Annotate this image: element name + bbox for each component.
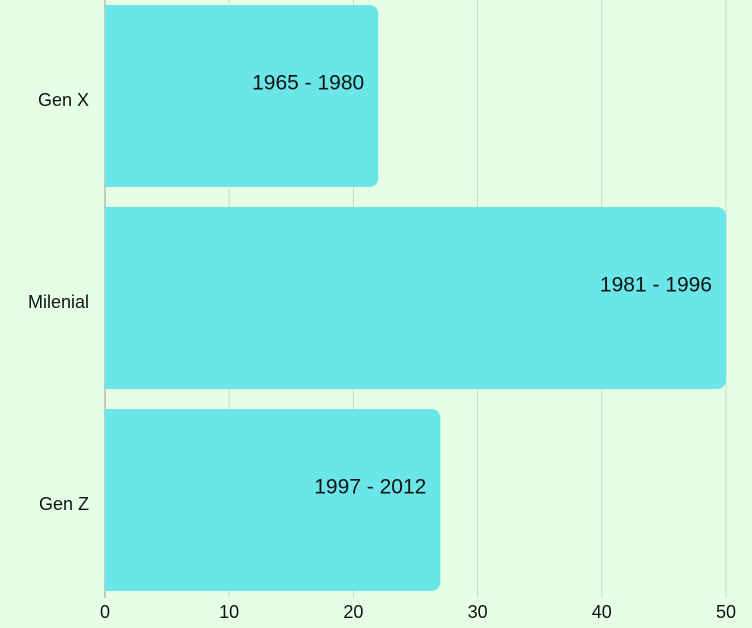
y-tick-label: Milenial bbox=[28, 292, 89, 312]
y-tick-label: Gen Z bbox=[39, 494, 89, 514]
bar bbox=[105, 5, 379, 187]
x-tick-label: 50 bbox=[716, 602, 736, 622]
data-label: 1997 - 2012 bbox=[314, 476, 426, 499]
bar bbox=[105, 409, 441, 591]
x-tick-label: 20 bbox=[343, 602, 363, 622]
x-tick-label: 10 bbox=[219, 602, 239, 622]
x-tick-label: 0 bbox=[100, 602, 110, 622]
data-label: 1981 - 1996 bbox=[600, 274, 712, 297]
x-tick-label: 40 bbox=[592, 602, 612, 622]
bar bbox=[105, 207, 726, 389]
x-tick-label: 30 bbox=[468, 602, 488, 622]
y-tick-label: Gen X bbox=[38, 90, 89, 110]
data-label: 1965 - 1980 bbox=[252, 72, 364, 95]
